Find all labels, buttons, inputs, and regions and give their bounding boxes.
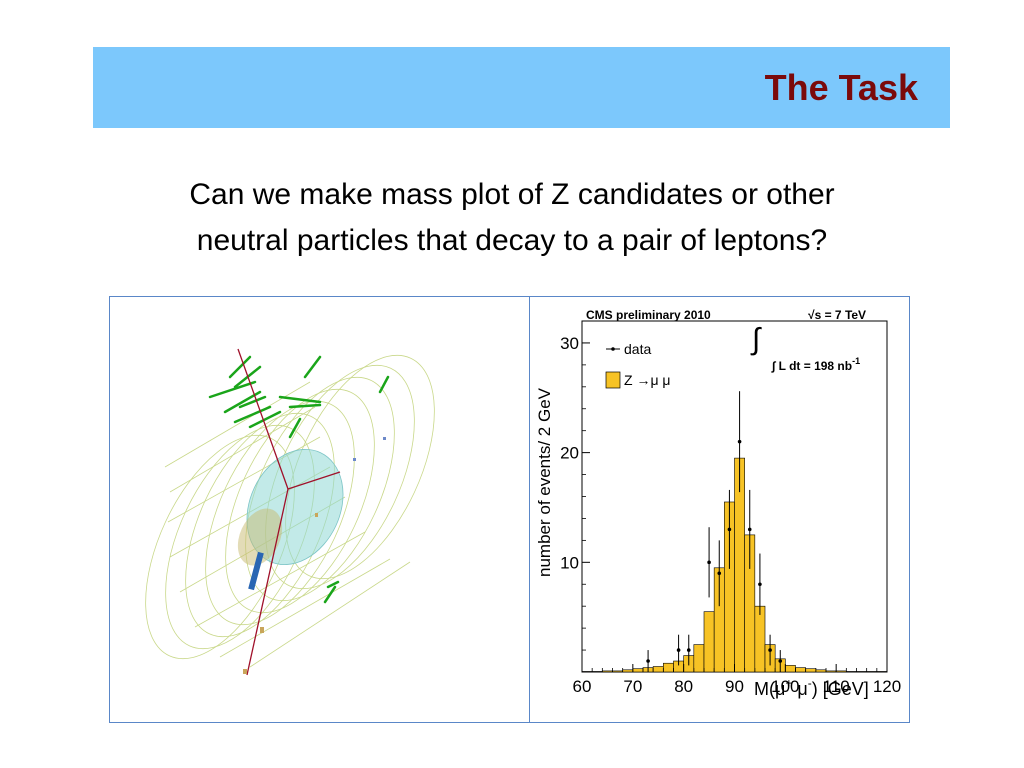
mc-bar [835,670,847,673]
mc-bar [663,662,674,673]
mc-bar [815,669,827,673]
mc-bar [703,611,715,673]
data-point [717,540,722,607]
mc-bar [602,670,613,673]
mc-bar [876,671,888,673]
x-tick-label: 90 [725,677,744,696]
chart-header-left: CMS preliminary 2010 [586,308,711,322]
chart-header-right: √s = 7 TeV [808,308,866,322]
data-point [778,650,783,672]
x-tick: 60 [573,664,592,696]
x-tick: 90 [725,664,744,696]
data-point [737,391,742,493]
mass-histogram: 60 70 80 90 100 110 120 10 20 30 CMS preliminary… [535,308,901,699]
event-display-panel [109,296,599,723]
mc-bar [612,670,623,673]
mc-bar [693,644,705,673]
calorimeter-deposit-icon [243,437,386,674]
data-point [758,553,762,615]
mc-bar [591,671,603,673]
muon-track-icon [237,348,341,676]
data-point [727,489,732,569]
x-tick-label: 110 [823,677,850,696]
y-tick-label: 10 [560,553,579,572]
x-tick-label: 70 [623,677,642,696]
data-point [676,634,681,666]
mc-bar [622,669,634,673]
mc-bar [652,666,664,673]
x-tick: 100 [771,664,800,696]
y-tick: 30 [560,334,590,353]
inner-tracker-icon [237,448,344,566]
x-tick: 80 [674,664,693,696]
y-tick: 10 [560,553,590,572]
x-tick: 110 [823,664,850,696]
mc-bar [856,671,867,673]
mass-plot-panel: 60 70 80 90 100 110 120 10 20 30 CMS preliminary… [529,296,910,723]
integral-sign: ∫ [750,323,762,356]
legend-mc-label: Z →μ μ [624,372,670,388]
event-display-image [145,348,435,676]
title-bar: The Task [93,47,950,128]
mc-bar [785,665,796,673]
legend: data Z →μ μ [605,341,670,389]
y-tick-label: 20 [560,444,579,463]
legend-mc-swatch [605,371,621,389]
y-tick: 20 [560,444,590,463]
data-point [768,634,772,666]
mc-bar [581,671,593,673]
mc-bar [795,667,806,673]
x-tick-label: 80 [674,677,693,696]
mc-bar [825,670,837,673]
data-point [646,650,650,672]
mc-bar [805,668,817,673]
data-point [747,489,752,569]
x-tick-label: 120 [873,677,901,696]
x-tick-label: 100 [771,677,799,696]
question-line-2: neutral particles that decay to a pair o… [196,224,828,257]
legend-data-label: data [624,341,651,357]
x-tick-label: 60 [573,677,592,696]
y-tick-label: 30 [560,334,579,353]
data-point [707,527,711,598]
question-line-1: Can we make mass plot of Z candidates or… [189,178,835,211]
data-point [686,634,691,666]
y-axis-label: number of events/ 2 GeV [535,387,554,577]
legend-data-point [611,347,615,351]
question-text: Can we make mass plot of Z candidates or… [0,172,1024,264]
mc-bar [754,605,766,673]
x-axis-label: M(μ+ μ-) [GeV] [754,676,869,699]
x-tick: 70 [623,664,642,696]
mc-bar [632,668,644,673]
lumi-label: ∫ L dt = 198 nb-1 [771,356,860,373]
mc-bar [846,671,857,673]
mc-bar [866,671,878,673]
slide-title: The Task [764,67,918,108]
x-tick: 120 [873,664,901,696]
